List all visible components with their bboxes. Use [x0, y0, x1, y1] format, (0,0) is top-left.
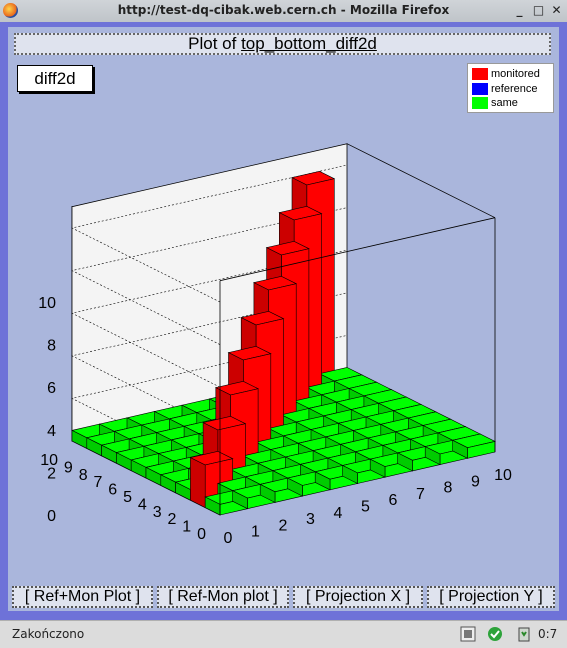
page-frame: Plot of top_bottom_diff2d diff2d monitor… [0, 22, 567, 620]
firefox-icon[interactable] [3, 3, 18, 18]
maximize-icon[interactable]: □ [532, 3, 545, 17]
button-bar: [ Ref+Mon Plot ] [ Ref-Mon plot ] [ Proj… [12, 586, 557, 610]
x-tick-label: 4 [334, 505, 343, 522]
close-icon[interactable]: ✕ [551, 3, 562, 17]
same-cell-side [397, 452, 413, 472]
same-cell-side [287, 477, 303, 497]
status-bar: Zakończono 0:7 [0, 620, 567, 648]
ref-mon-plot-button[interactable]: [ Ref+Mon Plot ] [12, 586, 153, 608]
same-cell-side [452, 439, 468, 459]
x-tick-label: 0 [224, 530, 233, 547]
window-title: http://test-dq-cibak.web.cern.ch - Mozil… [117, 3, 450, 17]
y-tick-label: 4 [138, 496, 147, 513]
status-time: 0:7 [538, 627, 558, 641]
download-icon[interactable] [516, 626, 532, 642]
x-tick-label: 7 [416, 486, 425, 503]
x-tick-label: 3 [306, 511, 315, 528]
legend-item-reference: reference [472, 82, 552, 96]
same-cell-side [232, 490, 248, 510]
x-tick-label: 5 [361, 499, 370, 516]
legend: monitored reference same [467, 63, 554, 113]
projection-y-button[interactable]: [ Projection Y ] [427, 586, 555, 608]
box-edge [219, 217, 496, 282]
x-tick-label: 8 [444, 480, 453, 497]
legend-label: reference [491, 83, 538, 95]
legend-item-monitored: monitored [472, 67, 552, 81]
minimize-icon[interactable]: _ [516, 3, 523, 17]
y-tick-label: 2 [167, 511, 176, 528]
y-tick-label: 6 [108, 482, 117, 499]
projection-x-button[interactable]: [ Projection X ] [293, 586, 423, 608]
legend-swatch-monitored [472, 68, 488, 80]
plot-title-link[interactable]: top_bottom_diff2d [241, 34, 377, 53]
plot-title: Plot of top_bottom_diff2d [14, 33, 551, 55]
gridline [71, 249, 348, 388]
same-cell-side [342, 465, 358, 484]
gridline [71, 164, 348, 303]
status-text: Zakończono [12, 627, 85, 641]
stats-box: diff2d [17, 65, 93, 92]
window-titlebar: http://test-dq-cibak.web.cern.ch - Mozil… [0, 0, 567, 23]
y-tick-label: 0 [197, 526, 206, 543]
y-tick-label: 10 [40, 452, 58, 469]
check-icon [488, 627, 502, 641]
y-tick-label: 5 [123, 489, 132, 506]
gridline [71, 207, 348, 345]
z-tick-label: 0 [47, 508, 56, 525]
x-tick-label: 1 [251, 524, 260, 541]
legend-swatch-reference [472, 83, 488, 95]
y-tick-label: 1 [182, 519, 191, 536]
plot-canvas: Plot of top_bottom_diff2d diff2d monitor… [8, 27, 559, 611]
y-tick-label: 3 [153, 504, 162, 521]
y-tick-label: 7 [93, 474, 102, 491]
same-cell-side [259, 483, 276, 503]
same-cell-side [424, 446, 441, 466]
legend-label: monitored [491, 68, 540, 80]
page-info-icon[interactable] [460, 626, 476, 642]
x-tick-label: 6 [389, 492, 398, 509]
box-edge [346, 143, 496, 219]
z-tick-label: 10 [38, 295, 56, 312]
x-tick-label: 9 [471, 473, 480, 490]
y-tick-label: 8 [79, 467, 88, 484]
legend-label: same [491, 97, 518, 109]
same-cell-side [314, 471, 331, 491]
z-tick-label: 4 [47, 423, 56, 440]
x-tick-label: 10 [494, 467, 512, 484]
y-tick-label: 9 [64, 459, 73, 476]
x-tick-label: 2 [279, 517, 288, 534]
legend-swatch-same [472, 97, 488, 109]
plot-title-prefix: Plot of [188, 34, 242, 53]
z-tick-label: 2 [47, 465, 56, 482]
z-tick-label: 6 [47, 380, 56, 397]
ref-minus-mon-button[interactable]: [ Ref-Mon plot ] [157, 586, 289, 608]
same-cell-side [369, 458, 386, 478]
legend-item-same: same [472, 96, 552, 110]
monitored-bar-side [190, 457, 206, 509]
z-tick-label: 8 [47, 338, 56, 355]
